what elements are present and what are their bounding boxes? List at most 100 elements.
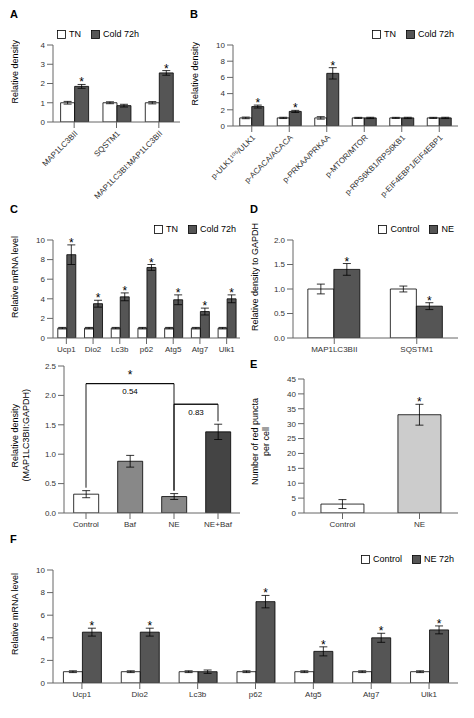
svg-text:*: * xyxy=(203,299,208,313)
svg-text:Ucp1: Ucp1 xyxy=(57,345,76,354)
svg-text:6: 6 xyxy=(41,275,46,284)
svg-text:*: * xyxy=(229,286,234,300)
svg-text:*: * xyxy=(149,256,154,270)
svg-text:*: * xyxy=(263,586,268,600)
svg-text:*: * xyxy=(122,284,127,298)
svg-text:MAP1LC3BII: MAP1LC3BII xyxy=(311,345,357,354)
svg-text:4: 4 xyxy=(41,295,46,304)
svg-text:*: * xyxy=(379,624,384,638)
svg-text:10: 10 xyxy=(287,479,296,488)
svg-text:3: 3 xyxy=(41,60,46,69)
svg-text:8: 8 xyxy=(41,588,46,597)
svg-text:*: * xyxy=(90,619,95,633)
svg-text:1: 1 xyxy=(41,99,46,108)
svg-text:Atg7: Atg7 xyxy=(192,345,209,354)
svg-text:*: * xyxy=(255,96,260,110)
svg-text:*: * xyxy=(427,294,432,308)
svg-text:*: * xyxy=(417,395,422,409)
svg-text:Atg5: Atg5 xyxy=(165,345,182,354)
svg-text:0: 0 xyxy=(292,509,297,518)
svg-text:15: 15 xyxy=(287,464,296,473)
svg-text:4: 4 xyxy=(41,41,46,50)
svg-text:10: 10 xyxy=(216,41,225,50)
svg-text:*: * xyxy=(437,617,442,631)
svg-text:Dio2: Dio2 xyxy=(85,345,102,354)
svg-text:*: * xyxy=(96,291,101,305)
svg-text:Lc3b: Lc3b xyxy=(189,690,207,699)
svg-text:45: 45 xyxy=(287,375,296,384)
svg-text:0.5: 0.5 xyxy=(45,479,57,488)
svg-text:p-PRKAA/PRKAA: p-PRKAA/PRKAA xyxy=(281,133,333,185)
svg-text:*: * xyxy=(69,236,74,250)
svg-text:8: 8 xyxy=(41,255,46,264)
svg-text:0: 0 xyxy=(41,118,46,127)
svg-text:0: 0 xyxy=(41,334,46,343)
svg-text:0.0: 0.0 xyxy=(274,334,286,343)
svg-text:p-EIF4EBP1/EIF4EBP1: p-EIF4EBP1/EIF4EBP1 xyxy=(379,133,445,199)
svg-text:1.5: 1.5 xyxy=(45,421,57,430)
svg-text:NE: NE xyxy=(168,520,179,529)
svg-text:0.0: 0.0 xyxy=(45,509,57,518)
svg-text:SQSTM1: SQSTM1 xyxy=(92,129,122,159)
svg-text:SQSTM1: SQSTM1 xyxy=(400,345,433,354)
svg-text:2.0: 2.0 xyxy=(274,236,286,245)
svg-text:2: 2 xyxy=(41,79,46,88)
svg-text:10: 10 xyxy=(36,566,45,575)
svg-text:*: * xyxy=(128,368,133,382)
svg-text:Ucp1: Ucp1 xyxy=(73,690,92,699)
svg-text:p-ULK1¹⁰⁵/ULK1: p-ULK1¹⁰⁵/ULK1 xyxy=(209,133,258,181)
svg-text:*: * xyxy=(330,59,335,73)
svg-text:*: * xyxy=(79,75,84,89)
svg-text:*: * xyxy=(176,286,181,300)
svg-text:5: 5 xyxy=(292,494,297,503)
svg-text:6: 6 xyxy=(41,611,46,620)
html-text:Relative density (MAP1LC3BII:G: Relative density (MAP1LC3BII:GAPDH) xyxy=(10,389,31,482)
svg-text:2: 2 xyxy=(221,106,226,115)
svg-text:*: * xyxy=(147,619,152,633)
svg-text:2: 2 xyxy=(41,314,46,323)
svg-text:*: * xyxy=(345,255,350,269)
svg-text:MAP1LC3BII: MAP1LC3BII xyxy=(41,129,80,168)
svg-text:30: 30 xyxy=(287,420,296,429)
svg-text:2.5: 2.5 xyxy=(45,362,57,371)
svg-text:6: 6 xyxy=(221,73,226,82)
svg-text:p-ACACA/ACACA: p-ACACA/ACACA xyxy=(242,133,295,185)
svg-text:10: 10 xyxy=(36,236,45,245)
svg-text:20: 20 xyxy=(287,449,296,458)
svg-text:Control: Control xyxy=(330,520,356,529)
svg-text:Ulk1: Ulk1 xyxy=(421,690,438,699)
svg-text:35: 35 xyxy=(287,405,296,414)
svg-text:0.83: 0.83 xyxy=(188,408,204,417)
svg-text:Ulk1: Ulk1 xyxy=(219,345,236,354)
svg-text:Atg7: Atg7 xyxy=(363,690,380,699)
svg-text:0: 0 xyxy=(221,122,226,131)
svg-text:p62: p62 xyxy=(249,690,263,699)
svg-text:*: * xyxy=(164,62,169,76)
svg-text:Dio2: Dio2 xyxy=(132,690,149,699)
svg-text:1.5: 1.5 xyxy=(274,260,286,269)
svg-text:p-MTOR/MTOR: p-MTOR/MTOR xyxy=(323,133,370,180)
svg-text:*: * xyxy=(293,101,298,115)
svg-text:Lc3b: Lc3b xyxy=(111,345,129,354)
svg-text:2.0: 2.0 xyxy=(45,391,57,400)
svg-text:MAP1LC3BI:MAP1LC3BII: MAP1LC3BI:MAP1LC3BII xyxy=(93,129,165,201)
svg-text:2: 2 xyxy=(41,656,46,665)
svg-text:Atg5: Atg5 xyxy=(305,690,322,699)
svg-text:4: 4 xyxy=(41,634,46,643)
svg-text:Baf: Baf xyxy=(124,520,137,529)
svg-text:8: 8 xyxy=(221,57,226,66)
svg-text:25: 25 xyxy=(287,434,296,443)
svg-text:p-RPS6KB1/RPS6KB1: p-RPS6KB1/RPS6KB1 xyxy=(343,133,407,197)
svg-text:Control: Control xyxy=(73,520,99,529)
svg-text:NE: NE xyxy=(414,520,425,529)
svg-text:1.0: 1.0 xyxy=(274,285,286,294)
svg-text:NE+Baf: NE+Baf xyxy=(204,520,233,529)
svg-text:0.5: 0.5 xyxy=(274,309,286,318)
svg-text:4: 4 xyxy=(221,89,226,98)
svg-text:p62: p62 xyxy=(140,345,154,354)
svg-text:0.54: 0.54 xyxy=(122,387,138,396)
svg-text:40: 40 xyxy=(287,390,296,399)
svg-text:1.0: 1.0 xyxy=(45,450,57,459)
svg-text:*: * xyxy=(321,638,326,652)
svg-text:0: 0 xyxy=(41,679,46,688)
